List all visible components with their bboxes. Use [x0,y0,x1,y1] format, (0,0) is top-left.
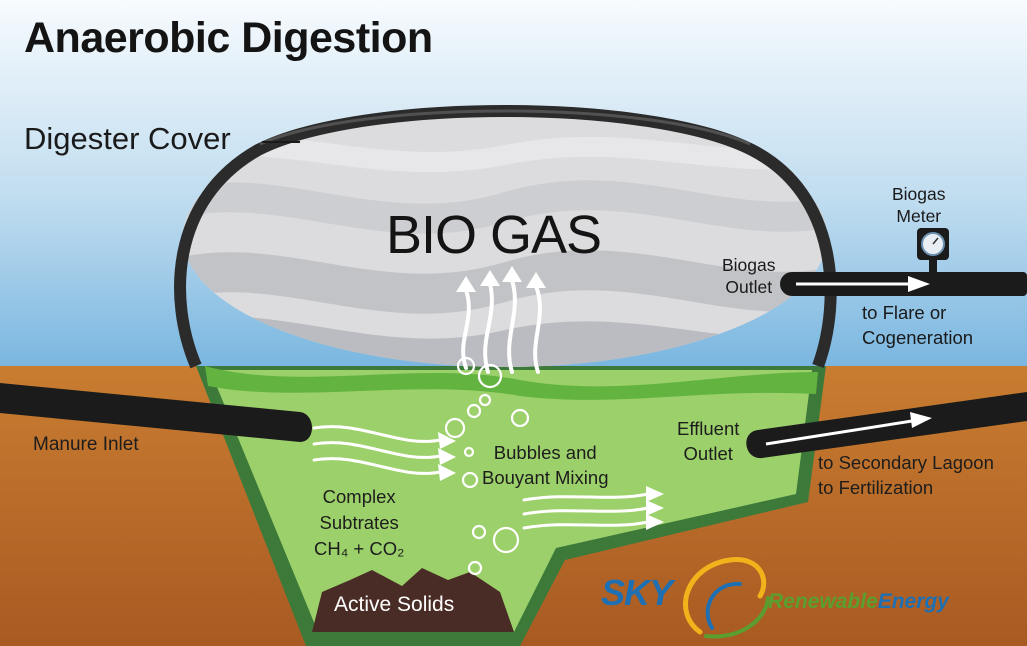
active-solids-label: Active Solids [334,593,455,616]
inflow-arrows [312,425,442,475]
digester-cover-label: Digester Cover [24,121,231,156]
logo-tagline: RenewableEnergy [768,590,949,613]
flare-cogeneration-label: to Flare or Cogeneration [862,302,974,348]
logo-swirl-icon [683,557,770,639]
bubbles [444,356,530,576]
slurry-surface [205,366,818,400]
manure-inlet-label: Manure Inlet [33,434,139,455]
effluent-outlet-label: Effluent Outlet [677,418,740,464]
active-solids [312,568,514,632]
secondary-lagoon-label: to Secondary Lagoon to Fertilization [818,452,994,498]
mixing-arrows [522,492,650,530]
bio-gas-label: BIO GAS [386,205,602,265]
diagram-title: Anaerobic Digestion [24,14,433,62]
biogas-outlet-label: Biogas Outlet [722,255,776,297]
logo-brand: SKY [601,572,673,613]
manure-inlet-pipe [0,383,312,442]
complex-substrates-label: Complex Subtrates CH₄ + CO₂ [314,486,405,559]
slurry [210,370,812,632]
bubbles-mixing-label: Bubbles and Bouyant Mixing [482,442,609,488]
gas-rise-arrowheads [456,266,546,292]
biogas-meter-label: Biogas Meter [892,184,946,226]
gas-rise-arrows [461,278,542,374]
